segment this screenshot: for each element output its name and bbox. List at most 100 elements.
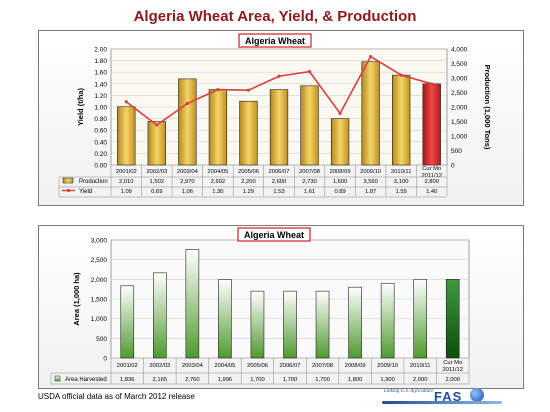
y2-tick-label: 4,000 [451,47,468,54]
data-table-cell: 1,836 [120,377,135,383]
area-bar-current [445,279,460,359]
area-bar [315,290,330,359]
x-tick-label: 2001/02 [117,363,138,369]
production-bar [361,61,380,166]
x-tick-label: 2011/12 [442,367,463,373]
area-harvested-chart: 3,000 2,500 2,000 1,500 1,000 500 0 Area (1,000… [50,227,470,385]
area-bar [250,290,265,359]
data-table-cell: 1.40 [426,189,437,195]
data-table-cell: 2,165 [153,377,168,383]
y-tick-label: 3,000 [91,238,108,245]
production-yield-chart-panel: 2.00 1.80 1.60 1.40 1.20 1.00 0.80 0.60 0.40 0.20… [38,30,524,206]
data-table-cell: 0.69 [151,189,162,195]
x-tick-label: 2009/10 [360,169,381,175]
x-tick-label: 2005/06 [247,363,268,369]
data-table-cell: 1.30 [212,189,223,195]
data-table-cell: 1,502 [150,179,165,185]
area-harvested-chart-panel: 3,000 2,500 2,000 1,500 1,000 500 0 Area (1,000… [38,225,524,389]
production-bar [178,78,197,166]
production-legend-label: Production [79,179,108,185]
yield-point [369,54,373,59]
source-note: USDA official data as of March 2012 rele… [38,392,195,401]
area-bar [348,286,362,359]
area-bar [153,272,167,359]
logo-wordmark: FAS [434,389,463,404]
area-bar [185,249,200,359]
data-table-cell: 2,000 [445,377,460,383]
production-bar [239,100,258,166]
y2-axis-label: Production (1,000 Tons) [483,65,492,150]
y-tick-label: 1,500 [91,297,108,304]
chart-title-box [237,227,311,242]
production-legend-key [62,177,74,184]
x-tick-label: 2006/07 [269,169,290,175]
y-tick-label: 0.60 [94,128,107,135]
yield-point [185,101,189,106]
y2-tick-label: 2,000 [451,105,468,112]
x-tick-label: 2010/11 [391,169,412,175]
area-bar [380,282,395,359]
y2-tick-label: 3,000 [451,76,468,83]
data-table-cell: 1,700 [283,377,298,383]
area-legend-label: Area Harvested [65,377,107,383]
yield-point [216,88,220,92]
x-tick-label: 2002/03 [149,363,170,369]
slide-title: Algeria Wheat Area, Yield, & Production [133,8,417,25]
area-legend-key [54,375,61,382]
y-tick-label: 500 [96,336,107,343]
production-bar [300,85,319,166]
y-tick-label: 0 [103,356,107,363]
yield-legend-marker [66,188,71,193]
yield-point [307,70,312,74]
y2-tick-label: 1,000 [451,134,468,141]
y-tick-label: 1.80 [94,58,107,65]
x-tick-label: 2008/09 [330,169,351,175]
x-tick-label: 2006/07 [280,363,301,369]
data-table-cell: 2,760 [185,377,200,383]
data-table-cell: 2,000 [413,377,428,383]
data-table-cell: 1,700 [315,377,330,383]
x-tick-label: 2005/06 [238,169,259,175]
y2-tick-label: 500 [451,148,462,155]
y-tick-label: 2.00 [94,47,107,54]
data-table-cell: 1,700 [250,377,265,383]
data-table-cell: 2,730 [302,179,317,185]
chart-title: Algeria Wheat [244,230,304,240]
x-tick-label: 2011/12 [421,173,442,179]
y2-tick-label: 2,500 [451,90,468,97]
data-table-cell: 1,600 [333,179,348,185]
data-table-cell: 1.06 [182,189,193,195]
data-table-cell: 2,600 [272,179,287,185]
yield-point [338,111,342,115]
x-tick-label: 2007/08 [312,363,333,369]
yield-point [277,74,281,78]
x-tick-label: 2003/04 [177,169,199,175]
x-tick-label: Cur Mo [422,166,441,172]
y-axis-label: Yield (t/ha) [76,87,85,126]
data-table-cell: 1.55 [396,189,407,195]
y-tick-label: 1,000 [91,316,108,323]
logo-tagline: Linking U.S. Agriculture [384,389,434,394]
data-table-cell: 1.87 [365,189,376,195]
area-bar [413,279,427,359]
logo-swoosh [382,401,502,404]
yield-point [430,82,434,86]
x-tick-label: 2008/09 [345,363,366,369]
production-bar [330,118,350,166]
y2-tick-label: 1,500 [451,119,468,126]
y2-tick-label: 0 [451,163,455,170]
data-table-cell: 0.89 [334,189,345,195]
y-tick-label: 0.80 [94,116,107,123]
data-table-cell: 1,800 [348,377,363,383]
data-table-cell: 2,602 [211,179,226,185]
data-table-cell: 3,100 [394,179,409,185]
y-axis-label: Area (1,000 ha) [72,272,81,326]
y-tick-label: 0.40 [94,139,107,146]
x-tick-label: 2004/05 [207,169,228,175]
data-table-cell: 2,970 [180,179,195,185]
yield-legend-label: Yield [79,189,92,195]
area-bar [218,279,232,359]
production-bar [147,121,166,166]
y-tick-label: 1.60 [94,70,107,77]
area-bar [283,290,297,359]
